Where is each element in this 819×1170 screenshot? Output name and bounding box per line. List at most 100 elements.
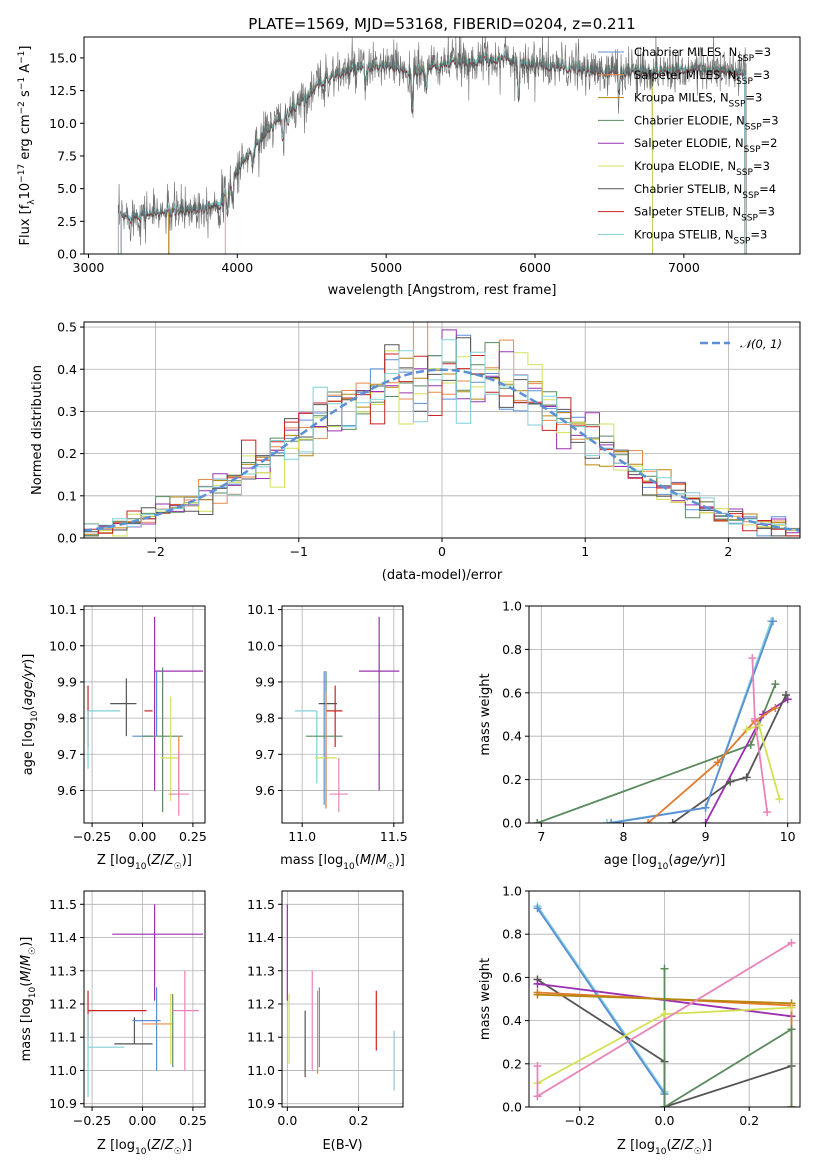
chart-title: PLATE=1569, MJD=53168, FIBERID=0204, z=0… [248, 15, 635, 33]
y-axis-label: mass weight [478, 673, 493, 755]
series-point [701, 803, 710, 812]
legend: Chabrier MILES, NSSP=3 Salpeter MILES, NS… [598, 45, 779, 246]
panel-mass-vs-EBV: 0.0 0.2 10.9 11.0 11.1 11.2 11.3 11.4 11.5 E(B-V) [247, 890, 404, 1153]
y-tick-label: 11.0 [49, 1063, 77, 1078]
x-tick-label: 0.00 [129, 829, 157, 844]
y-axis-label: age [log10(age/yr)] [21, 654, 40, 776]
series-point [533, 979, 542, 988]
y-tick-label: 0.6 [502, 685, 522, 700]
plot-area [533, 902, 796, 1107]
x-tick-label: 9 [702, 829, 710, 844]
series-point [533, 819, 542, 823]
series-point [763, 808, 772, 817]
axes-frame [83, 321, 801, 539]
series-point [771, 703, 780, 712]
y-tick-label: 1.0 [502, 884, 522, 899]
legend-entry: Kroupa MILES, NSSP=3 [634, 91, 762, 110]
y-axis-label: Normed distribution [30, 365, 45, 495]
normal-reference-curve [84, 368, 800, 532]
x-tick-label: 0.25 [179, 1113, 207, 1128]
model-spectrum-kroupa-elodie [224, 50, 654, 254]
series-line [672, 694, 787, 823]
x-tick-label: 6000 [519, 260, 551, 275]
y-tick-label: 0.2 [57, 446, 77, 461]
y-tick-label: 10.1 [49, 602, 77, 617]
x-tick-label: −0.25 [73, 829, 111, 844]
panel-weight-vs-age: 7 8 9 10 0.0 0.2 0.4 0.6 0.8 1.0 age [log10(age/yr… [478, 599, 801, 872]
panel-residuals: −2 −1 0 1 2 0.0 0.1 0.2 0.3 0.4 0.5 (data-model)/er… [30, 320, 801, 583]
series-line [606, 620, 773, 823]
series-point [603, 819, 612, 823]
x-tick-label: 4000 [221, 260, 253, 275]
axes-frame [281, 890, 404, 1108]
series-point [533, 1092, 542, 1101]
plot-area [84, 322, 800, 537]
series-point [533, 904, 542, 913]
x-tick-label: 11.0 [288, 829, 316, 844]
x-tick-label: 0 [438, 544, 446, 559]
y-tick-label: 10.0 [49, 116, 77, 131]
x-axis-label: Z [log10(Z/Z☉)] [617, 1138, 712, 1157]
legend-entry: Salpeter ELODIE, NSSP=2 [634, 136, 777, 155]
series-point [701, 819, 710, 823]
legend-entry: Kroupa STELIB, NSSP=3 [634, 227, 767, 246]
x-axis-label: Z [log10(Z/Z☉)] [97, 1138, 192, 1157]
axes-frame [83, 36, 801, 255]
legend-entry: Salpeter MILES, NSSP=3 [634, 68, 770, 87]
model-spectrum-salpeter-elodie [224, 51, 654, 254]
panel-mass-vs-Z: −0.25 0.00 0.25 10.9 11.0 11.1 11.2 11.3 11.4 11.… [19, 890, 207, 1157]
y-tick-label: 11.4 [247, 930, 275, 945]
legend-entry: 𝒩(0, 1) [740, 337, 782, 351]
series-point [644, 819, 653, 823]
series-point [660, 1010, 669, 1019]
x-tick-label: 0.2 [739, 1113, 759, 1128]
series-line [536, 907, 666, 1095]
series-point [783, 695, 792, 704]
series-point [713, 758, 722, 767]
histogram-kroupa-stelib [84, 339, 800, 530]
x-tick-label: −1 [290, 544, 308, 559]
y-tick-label: 10.0 [247, 638, 275, 653]
x-axis-label: Z [log10(Z/Z☉)] [97, 853, 192, 872]
y-tick-label: 11.1 [49, 1030, 77, 1045]
x-tick-label: 10 [780, 829, 796, 844]
y-tick-label: 0.6 [502, 970, 522, 985]
x-tick-label: 0.2 [349, 1113, 369, 1128]
series-point [726, 777, 735, 786]
y-tick-label: 11.2 [49, 996, 77, 1011]
x-tick-label: −2 [146, 544, 164, 559]
y-tick-label: 10.9 [247, 1096, 275, 1111]
y-tick-label: 12.5 [49, 83, 77, 98]
y-tick-label: 0.4 [57, 362, 77, 377]
y-tick-label: 11.5 [247, 897, 275, 912]
x-tick-label: 8 [619, 829, 627, 844]
x-axis-label: (data-model)/error [382, 568, 503, 583]
y-tick-label: 11.5 [49, 897, 77, 912]
legend-entry: Salpeter STELIB, NSSP=3 [634, 205, 775, 224]
y-tick-label: 0.0 [502, 816, 522, 831]
x-tick-label: 3000 [73, 260, 105, 275]
panel-weight-vs-Z: −0.2 0.0 0.2 0.0 0.2 0.4 0.6 0.8 1.0 Z [log10(Z/Z… [478, 884, 801, 1157]
y-tick-label: 0.2 [502, 772, 522, 787]
series-point [533, 990, 542, 999]
y-tick-label: 10.9 [49, 1096, 77, 1111]
y-tick-label: 10.1 [247, 602, 275, 617]
y-tick-label: 11.3 [49, 963, 77, 978]
plot-area [87, 616, 203, 816]
model-spectrum-chabrier-elodie [224, 52, 654, 254]
panel-age-vs-mass: 11.0 11.5 9.6 9.7 9.8 9.9 10.0 10.1 mass [log10(… [247, 602, 408, 872]
series-point [746, 740, 755, 749]
legend-entry: Chabrier ELODIE, NSSP=3 [634, 113, 779, 132]
y-tick-label: 0.3 [57, 404, 77, 419]
y-axis-label: mass weight [478, 958, 493, 1040]
series-point [742, 725, 751, 734]
y-tick-label: 10.0 [49, 638, 77, 653]
x-axis-label: wavelength [Angstrom, rest frame] [328, 283, 557, 298]
plot-area [117, 37, 747, 254]
series-line [536, 683, 777, 823]
panel-spectrum: 3000 4000 5000 6000 7000 0.0 2.5 5.0 7.5 10.0 12.5… [17, 15, 801, 298]
series-line [610, 620, 774, 823]
y-tick-label: 0.0 [57, 247, 77, 262]
x-tick-label: 5000 [370, 260, 402, 275]
